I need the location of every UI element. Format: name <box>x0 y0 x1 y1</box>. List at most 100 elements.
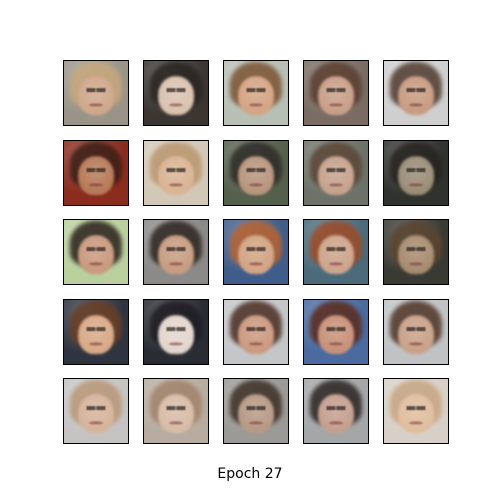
sample-grid <box>63 60 449 444</box>
mouth-region <box>408 182 424 187</box>
eyes-region <box>166 247 186 252</box>
eyes-region <box>406 406 426 411</box>
generated-face-tile <box>143 299 209 365</box>
eyes-region <box>246 168 266 173</box>
eyes-region <box>246 327 266 332</box>
mouth-region <box>88 420 104 425</box>
mouth-region <box>248 420 264 425</box>
eyes-region <box>326 88 346 93</box>
mouth-region <box>328 102 344 107</box>
generated-face-tile <box>303 299 369 365</box>
eyes-region <box>86 406 106 411</box>
face-region <box>398 234 434 275</box>
mouth-region <box>168 341 184 346</box>
face-region <box>238 314 274 355</box>
generated-face-tile <box>63 140 129 206</box>
generated-face-tile <box>303 378 369 444</box>
face-region <box>238 393 274 434</box>
mouth-region <box>88 102 104 107</box>
eyes-region <box>86 327 106 332</box>
face-region <box>318 314 354 355</box>
face-region <box>158 314 194 355</box>
face-region <box>158 155 194 196</box>
eyes-region <box>326 327 346 332</box>
eyes-region <box>86 88 106 93</box>
mouth-region <box>408 420 424 425</box>
face-region <box>398 155 434 196</box>
mouth-region <box>88 261 104 266</box>
face-region <box>78 393 114 434</box>
mouth-region <box>168 261 184 266</box>
eyes-region <box>326 406 346 411</box>
eyes-region <box>406 247 426 252</box>
eyes-region <box>166 88 186 93</box>
face-region <box>78 75 114 116</box>
mouth-region <box>168 102 184 107</box>
eyes-region <box>406 327 426 332</box>
generated-face-tile <box>383 219 449 285</box>
mouth-region <box>328 261 344 266</box>
epoch-caption: Epoch 27 <box>217 466 283 482</box>
generated-face-tile <box>383 299 449 365</box>
face-region <box>318 75 354 116</box>
generated-face-tile <box>383 60 449 126</box>
face-region <box>398 75 434 116</box>
generated-face-tile <box>143 60 209 126</box>
mouth-region <box>328 341 344 346</box>
mouth-region <box>248 261 264 266</box>
generated-face-tile <box>143 140 209 206</box>
generated-face-tile <box>223 219 289 285</box>
generated-face-tile <box>223 140 289 206</box>
face-region <box>158 75 194 116</box>
eyes-region <box>166 406 186 411</box>
generated-face-tile <box>63 60 129 126</box>
generated-face-tile <box>63 299 129 365</box>
generated-face-tile <box>383 378 449 444</box>
face-region <box>158 393 194 434</box>
generated-face-tile <box>63 378 129 444</box>
face-region <box>398 314 434 355</box>
eyes-region <box>326 168 346 173</box>
generated-face-tile <box>303 219 369 285</box>
generated-face-tile <box>383 140 449 206</box>
mouth-region <box>248 182 264 187</box>
generated-face-tile <box>63 219 129 285</box>
eyes-region <box>86 168 106 173</box>
face-region <box>238 75 274 116</box>
mouth-region <box>248 102 264 107</box>
generated-face-tile <box>303 140 369 206</box>
eyes-region <box>406 88 426 93</box>
face-region <box>78 155 114 196</box>
generated-face-tile <box>223 378 289 444</box>
eyes-region <box>166 327 186 332</box>
mouth-region <box>168 182 184 187</box>
mouth-region <box>248 341 264 346</box>
generated-face-tile <box>223 299 289 365</box>
eyes-region <box>326 247 346 252</box>
generated-face-tile <box>223 60 289 126</box>
face-region <box>318 393 354 434</box>
face-region <box>238 234 274 275</box>
mouth-region <box>408 261 424 266</box>
face-region <box>318 155 354 196</box>
mouth-region <box>328 182 344 187</box>
face-region <box>158 234 194 275</box>
eyes-region <box>166 168 186 173</box>
face-region <box>398 393 434 434</box>
eyes-region <box>406 168 426 173</box>
mouth-region <box>168 420 184 425</box>
eyes-region <box>86 247 106 252</box>
face-region <box>78 314 114 355</box>
generated-face-tile <box>143 219 209 285</box>
mouth-region <box>88 182 104 187</box>
eyes-region <box>246 406 266 411</box>
mouth-region <box>328 420 344 425</box>
face-region <box>238 155 274 196</box>
mouth-region <box>408 341 424 346</box>
generated-face-tile <box>303 60 369 126</box>
eyes-region <box>246 247 266 252</box>
eyes-region <box>246 88 266 93</box>
face-region <box>318 234 354 275</box>
generated-face-tile <box>143 378 209 444</box>
